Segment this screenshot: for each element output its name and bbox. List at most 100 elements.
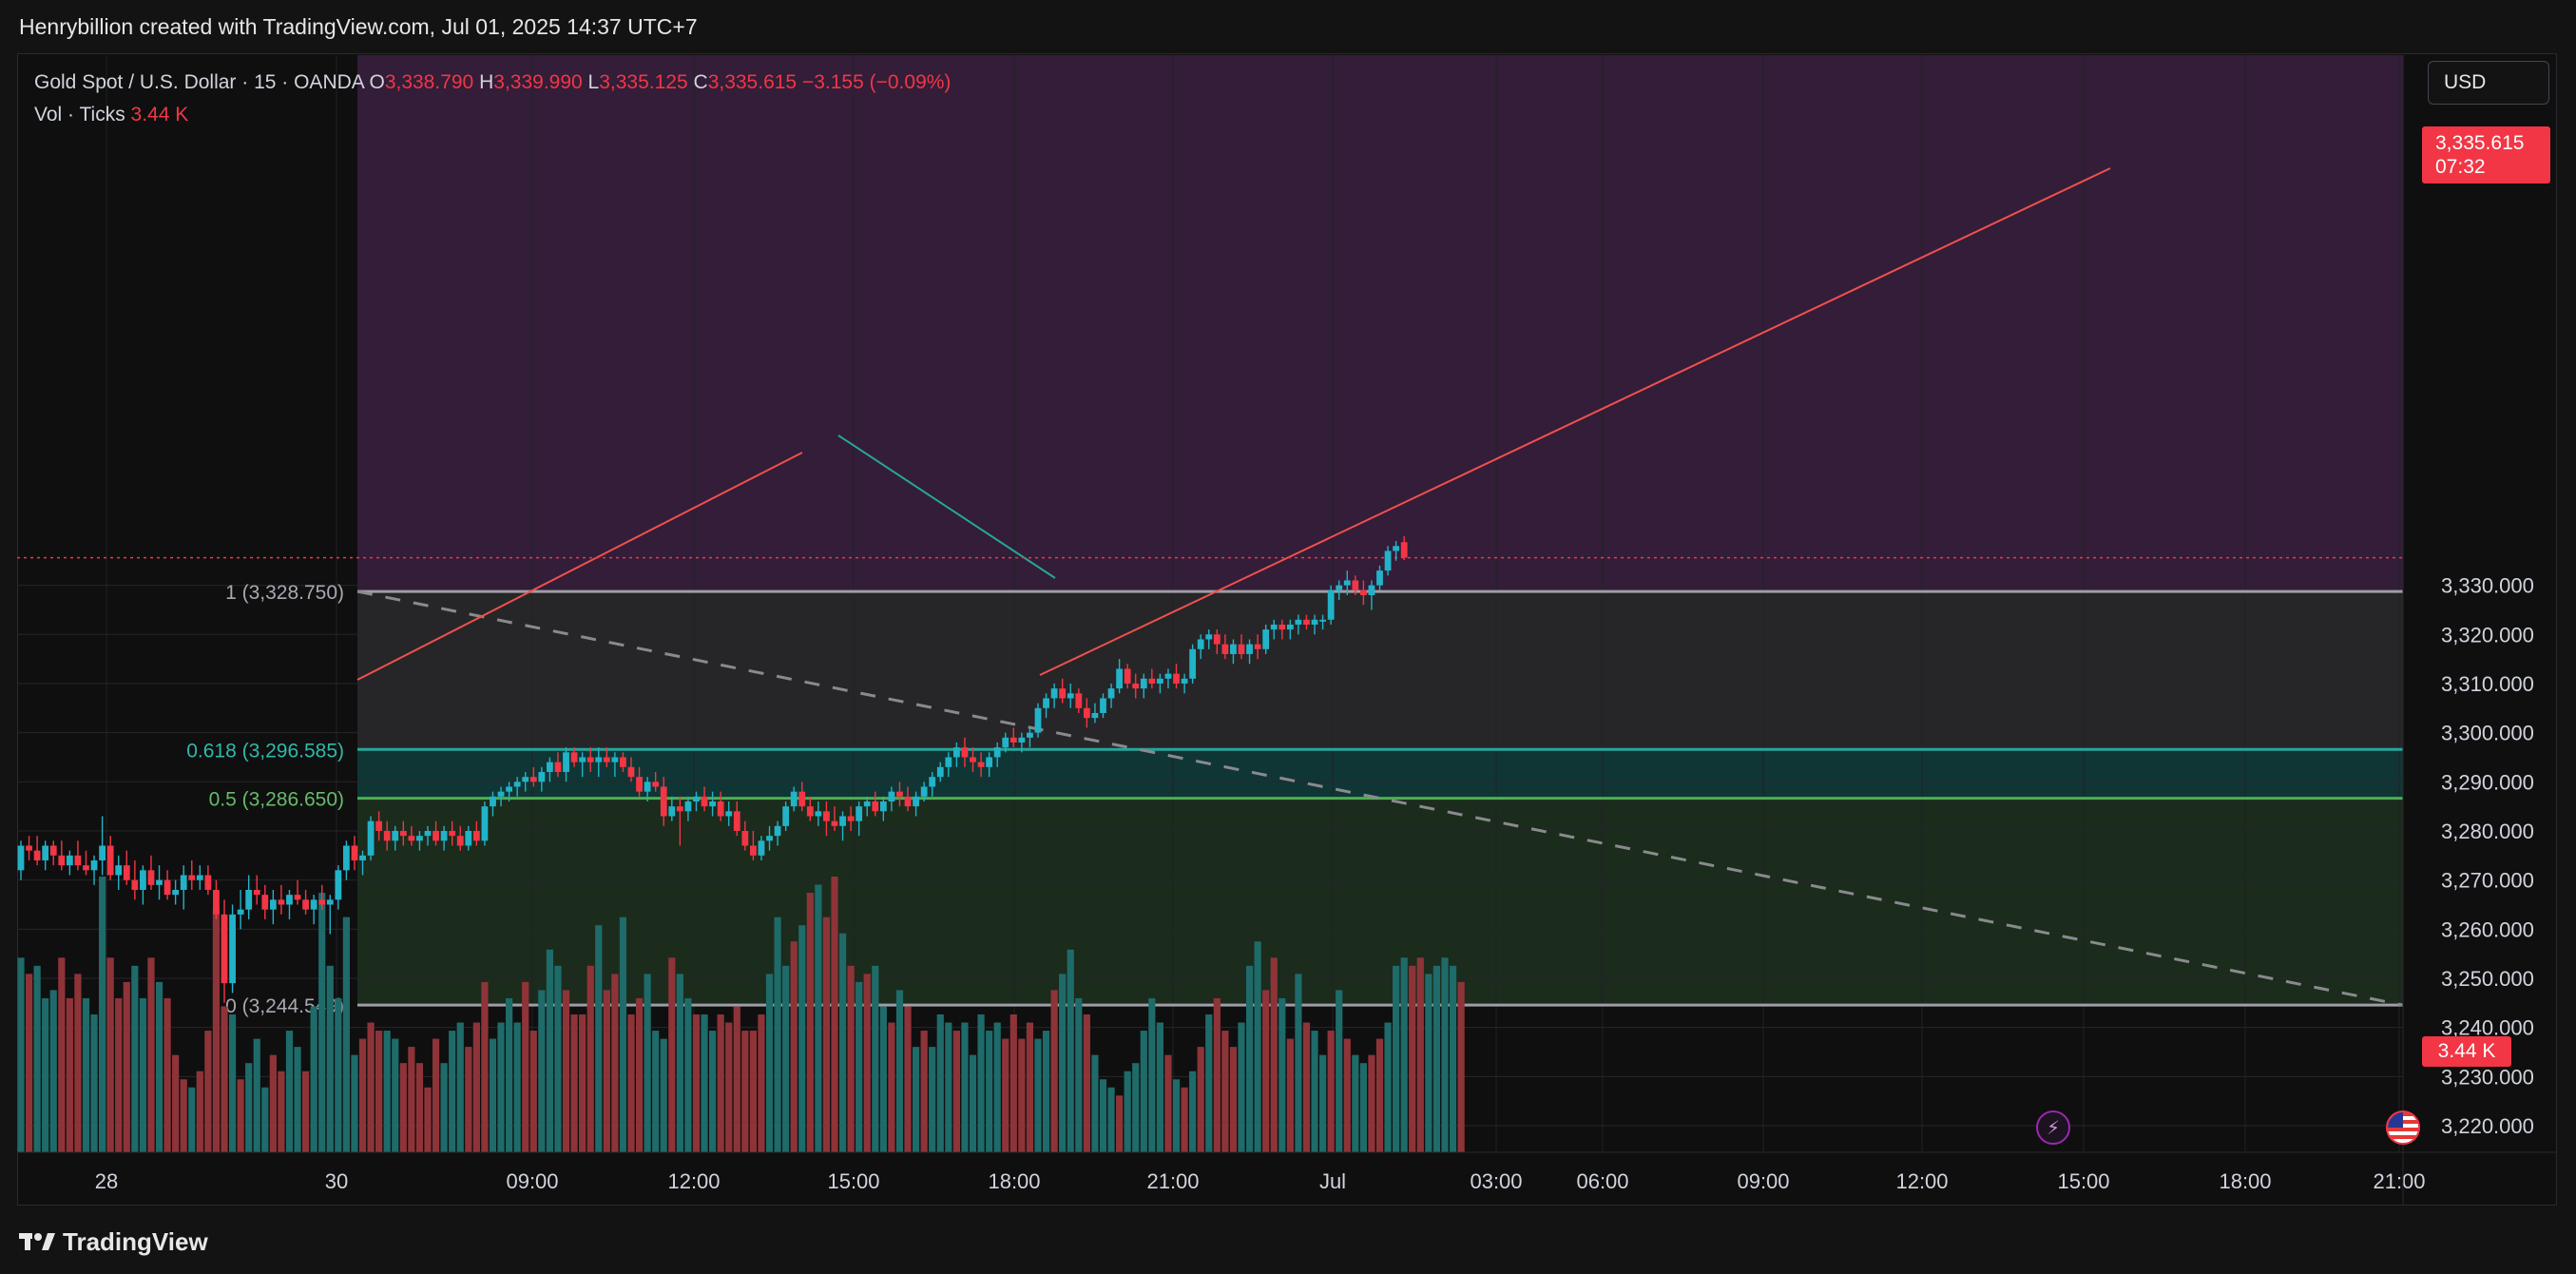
volume-bar bbox=[1091, 1054, 1099, 1152]
candle-body bbox=[1254, 644, 1261, 649]
candle-body bbox=[1140, 678, 1147, 689]
candle-body bbox=[302, 899, 309, 910]
candle-body bbox=[253, 889, 260, 896]
volume-label[interactable]: Vol · Ticks bbox=[34, 104, 125, 125]
y-tick-label: 3,260.000 bbox=[2441, 917, 2534, 941]
volume-bar bbox=[408, 1047, 415, 1152]
candle-body bbox=[294, 895, 301, 900]
x-tick-label: 03:00 bbox=[1470, 1169, 1522, 1193]
candle-body bbox=[1050, 688, 1058, 699]
candle-body bbox=[839, 816, 846, 826]
candle-body bbox=[172, 889, 180, 896]
volume-bar bbox=[684, 997, 692, 1152]
candle-body bbox=[529, 777, 537, 782]
x-tick-label: 30 bbox=[325, 1169, 348, 1193]
candle-body bbox=[741, 830, 749, 846]
y-tick-label: 3,300.000 bbox=[2441, 722, 2534, 745]
volume-bar bbox=[969, 1054, 977, 1152]
volume-bar bbox=[302, 1071, 310, 1152]
y-tick-label: 3,310.000 bbox=[2441, 672, 2534, 696]
volume-bar bbox=[863, 974, 871, 1152]
candle-body bbox=[636, 777, 643, 792]
volume-bar bbox=[741, 1031, 749, 1152]
candle-body bbox=[1262, 629, 1270, 649]
candle-body bbox=[1311, 619, 1318, 625]
volume-bar bbox=[318, 893, 326, 1152]
trendline-support[interactable] bbox=[1039, 167, 2111, 676]
candle-body bbox=[513, 782, 521, 787]
volume-bar bbox=[245, 1063, 253, 1152]
candle-body bbox=[1319, 619, 1326, 622]
volume-bar bbox=[513, 1022, 521, 1152]
volume-bar bbox=[635, 997, 644, 1152]
candle-body bbox=[725, 811, 733, 817]
candle-body bbox=[806, 806, 814, 817]
y-tick-label: 3,230.000 bbox=[2441, 1065, 2534, 1089]
volume-bar bbox=[1359, 1063, 1367, 1152]
tradingview-logo[interactable]: TradingView bbox=[19, 1227, 208, 1257]
low-value: 3,335.125 bbox=[599, 71, 688, 93]
volume-bar bbox=[375, 1031, 383, 1152]
volume-bar bbox=[1286, 1038, 1294, 1152]
currency-button[interactable]: USD bbox=[2428, 61, 2549, 105]
candle-body bbox=[213, 889, 220, 915]
candle-body bbox=[42, 845, 49, 860]
candle-body bbox=[913, 796, 919, 807]
candle-body bbox=[904, 796, 912, 807]
candle-body bbox=[49, 845, 57, 856]
candle-body bbox=[1205, 634, 1213, 640]
volume-bar bbox=[33, 965, 41, 1152]
candle-body bbox=[1295, 619, 1302, 625]
volume-bar bbox=[1368, 1054, 1375, 1152]
volume-bar bbox=[115, 997, 123, 1152]
volume-bar bbox=[790, 941, 798, 1152]
volume-bar bbox=[822, 917, 831, 1152]
attribution-text: Henrybillion created with TradingView.co… bbox=[19, 13, 698, 39]
candle-body bbox=[750, 845, 757, 856]
volume-bar bbox=[49, 990, 57, 1152]
candle-body bbox=[1189, 648, 1197, 679]
candle-body bbox=[823, 811, 830, 821]
volume-bar bbox=[570, 1014, 578, 1152]
volume-bar bbox=[415, 1063, 424, 1152]
volume-bar bbox=[1172, 1079, 1181, 1152]
volume-bar bbox=[489, 1038, 497, 1152]
volume-bar bbox=[913, 1047, 920, 1152]
volume-bar bbox=[904, 1006, 912, 1152]
volume-bar bbox=[872, 965, 879, 1152]
volume-bar bbox=[1107, 1087, 1115, 1152]
x-tick-label: 09:00 bbox=[506, 1169, 558, 1193]
candle-body bbox=[945, 757, 952, 767]
candle-body bbox=[1116, 668, 1123, 689]
candle-body bbox=[367, 820, 375, 856]
symbol-label[interactable]: Gold Spot / U.S. Dollar · 15 · OANDA bbox=[34, 71, 364, 93]
candle-body bbox=[595, 757, 603, 762]
volume-bar bbox=[1148, 997, 1156, 1152]
volume-row: Vol · Ticks 3.44 K bbox=[34, 99, 951, 131]
lightning-bolt-icon[interactable]: ⚡ bbox=[2036, 1110, 2070, 1145]
volume-bar bbox=[522, 981, 529, 1152]
volume-bar bbox=[58, 957, 66, 1152]
volume-bar bbox=[1319, 1054, 1327, 1152]
volume-bar bbox=[717, 1014, 724, 1152]
trendline-channel[interactable] bbox=[837, 434, 1056, 579]
us-flag-icon[interactable] bbox=[2386, 1110, 2420, 1145]
dashed-diagonal-line[interactable] bbox=[356, 589, 2404, 1007]
volume-bar bbox=[456, 1022, 464, 1152]
candle-body bbox=[758, 840, 765, 856]
open-label: O bbox=[369, 71, 385, 93]
volume-bar bbox=[676, 974, 683, 1152]
volume-bar bbox=[1026, 1022, 1034, 1152]
candle-body bbox=[1132, 683, 1140, 689]
candle-body bbox=[547, 762, 553, 772]
volume-bar bbox=[546, 949, 553, 1152]
trendline-upper-1[interactable] bbox=[356, 452, 803, 681]
candle-body bbox=[774, 825, 781, 837]
fib-level-label: 0.5 (3,286.650) bbox=[209, 789, 344, 811]
y-tick-label: 3,240.000 bbox=[2441, 1016, 2534, 1040]
candle-body bbox=[831, 820, 838, 826]
volume-bar bbox=[351, 1054, 358, 1152]
candle-body bbox=[392, 830, 399, 841]
volume-bar bbox=[1189, 1071, 1197, 1152]
